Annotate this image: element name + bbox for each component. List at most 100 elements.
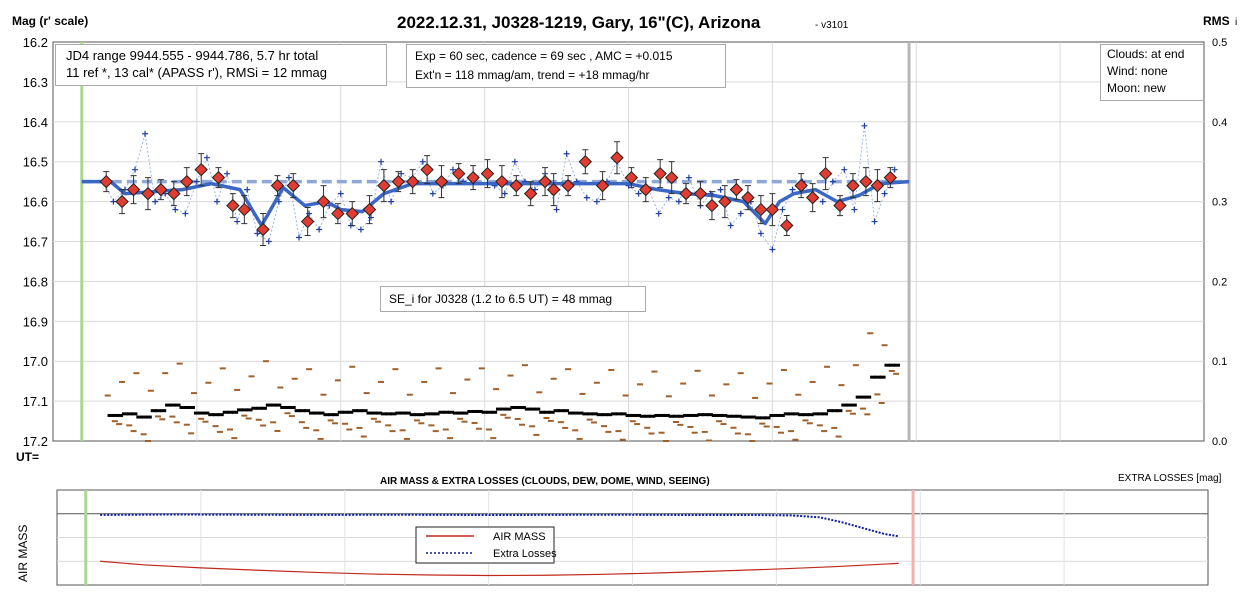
- rms-smooth-point: [457, 411, 464, 415]
- rms-smooth-point: [184, 405, 191, 409]
- rms-raw-point: [133, 372, 140, 375]
- rms-smooth-point: [798, 413, 805, 417]
- rms-raw-point: [389, 430, 396, 433]
- rms-raw-point: [270, 421, 277, 424]
- rms-smooth-point: [884, 363, 891, 367]
- rms-smooth-point: [726, 414, 733, 418]
- rms-raw-point: [629, 420, 636, 423]
- rms-smooth-point: [491, 410, 498, 414]
- binned-point: [420, 162, 434, 177]
- binned-point: [846, 178, 860, 193]
- raw-point: [337, 190, 344, 197]
- rms-raw-point: [205, 381, 212, 384]
- rms-smooth-point: [615, 412, 622, 416]
- rms-smooth-point: [462, 411, 469, 415]
- y2-tick-label: 0.2: [1212, 276, 1227, 288]
- rms-smooth-point: [203, 411, 210, 415]
- rms-raw-point: [226, 428, 233, 431]
- range-info-line-1: JD4 range 9944.555 - 9944.786, 5.7 hr to…: [66, 48, 319, 63]
- rms-raw-point: [173, 421, 180, 424]
- rms-raw-point: [461, 420, 468, 423]
- binned-point: [452, 166, 466, 181]
- rms-smooth-point: [620, 412, 627, 416]
- rms-smooth-point: [783, 412, 790, 416]
- rms-raw-point: [720, 423, 727, 426]
- rms-raw-point: [529, 425, 536, 428]
- raw-point: [152, 198, 159, 205]
- rms-raw-point: [752, 396, 759, 399]
- rms-smooth-point: [380, 412, 387, 416]
- rms-raw-point: [562, 426, 569, 429]
- rms-smooth-point: [404, 411, 411, 415]
- rms-smooth-point: [208, 413, 215, 417]
- range-info-line-2: 11 ref *, 13 cal* (APASS r'), RMSi = 12 …: [66, 65, 328, 80]
- raw-point: [891, 166, 898, 173]
- rms-smooth-point: [284, 405, 291, 409]
- rms-raw-point: [665, 395, 672, 398]
- rms-raw-point: [802, 419, 809, 422]
- raw-point: [234, 218, 241, 225]
- rms-smooth-point: [846, 403, 853, 407]
- chart-version: - v3101: [815, 20, 849, 31]
- rms-smooth-point: [764, 416, 771, 420]
- rms-smooth-point: [237, 408, 244, 412]
- raw-point: [829, 178, 836, 185]
- raw-point: [717, 186, 724, 193]
- lower-right-axis-label: EXTRA LOSSES [mag]: [1118, 473, 1222, 484]
- rms-raw-point: [759, 422, 766, 425]
- binned-point: [237, 202, 252, 217]
- rms-raw-point: [677, 423, 684, 426]
- rms-raw-point: [533, 433, 540, 436]
- rms-smooth-point: [630, 413, 637, 417]
- rms-smooth-point: [889, 363, 896, 367]
- rms-smooth-point: [337, 410, 344, 414]
- raw-point: [511, 158, 518, 165]
- y2-tick-label: 0.0: [1212, 436, 1227, 448]
- rms-raw-point: [838, 384, 845, 387]
- binned-point: [180, 174, 194, 189]
- rms-smooth-point: [582, 412, 589, 416]
- binned-point: [154, 182, 168, 197]
- binned-point: [754, 202, 768, 217]
- rms-smooth-point: [759, 416, 766, 420]
- raw-point: [244, 186, 251, 193]
- rms-raw-point: [849, 412, 856, 415]
- rms-raw-point: [392, 368, 399, 371]
- y-tick-label: 16.7: [23, 235, 48, 250]
- raw-point: [419, 158, 426, 165]
- rms-smooth-point: [476, 409, 483, 413]
- rms-smooth-point: [678, 414, 685, 418]
- rms-raw-point: [260, 424, 267, 427]
- rms-smooth-point: [438, 410, 445, 414]
- raw-point: [378, 158, 385, 165]
- rms-smooth-point: [788, 412, 795, 416]
- y-tick-label: 16.3: [23, 75, 48, 90]
- raw-point: [142, 130, 149, 137]
- raw-point: [285, 174, 292, 181]
- rms-raw-point: [346, 428, 353, 431]
- rms-raw-point: [723, 383, 730, 386]
- raw-point: [214, 198, 221, 205]
- exposure-info-box: Exp = 60 sec, cadence = 69 sec , AMC = +…: [406, 44, 726, 88]
- binned-point: [693, 186, 708, 201]
- rms-smooth-point: [505, 407, 512, 411]
- rms-raw-point: [442, 428, 449, 431]
- rms-raw-point: [478, 367, 485, 370]
- rms-raw-point: [234, 388, 241, 391]
- rms-smooth-point: [198, 411, 205, 415]
- right-axis-suffix: i: [1235, 17, 1237, 28]
- rms-smooth-point: [659, 413, 666, 417]
- raw-point: [789, 186, 796, 193]
- rms-smooth-point: [294, 409, 301, 413]
- rms-smooth-point: [155, 409, 162, 413]
- rms-raw-point: [860, 407, 867, 410]
- binned-point: [141, 186, 155, 201]
- rms-smooth-point: [730, 414, 737, 418]
- rms-raw-point: [202, 420, 209, 423]
- rms-raw-point: [464, 378, 471, 381]
- rms-raw-point: [356, 426, 363, 429]
- rms-smooth-point: [812, 412, 819, 416]
- binned-point: [805, 190, 820, 205]
- rms-raw-point: [601, 425, 608, 428]
- conditions-moon: Moon: new: [1107, 81, 1166, 95]
